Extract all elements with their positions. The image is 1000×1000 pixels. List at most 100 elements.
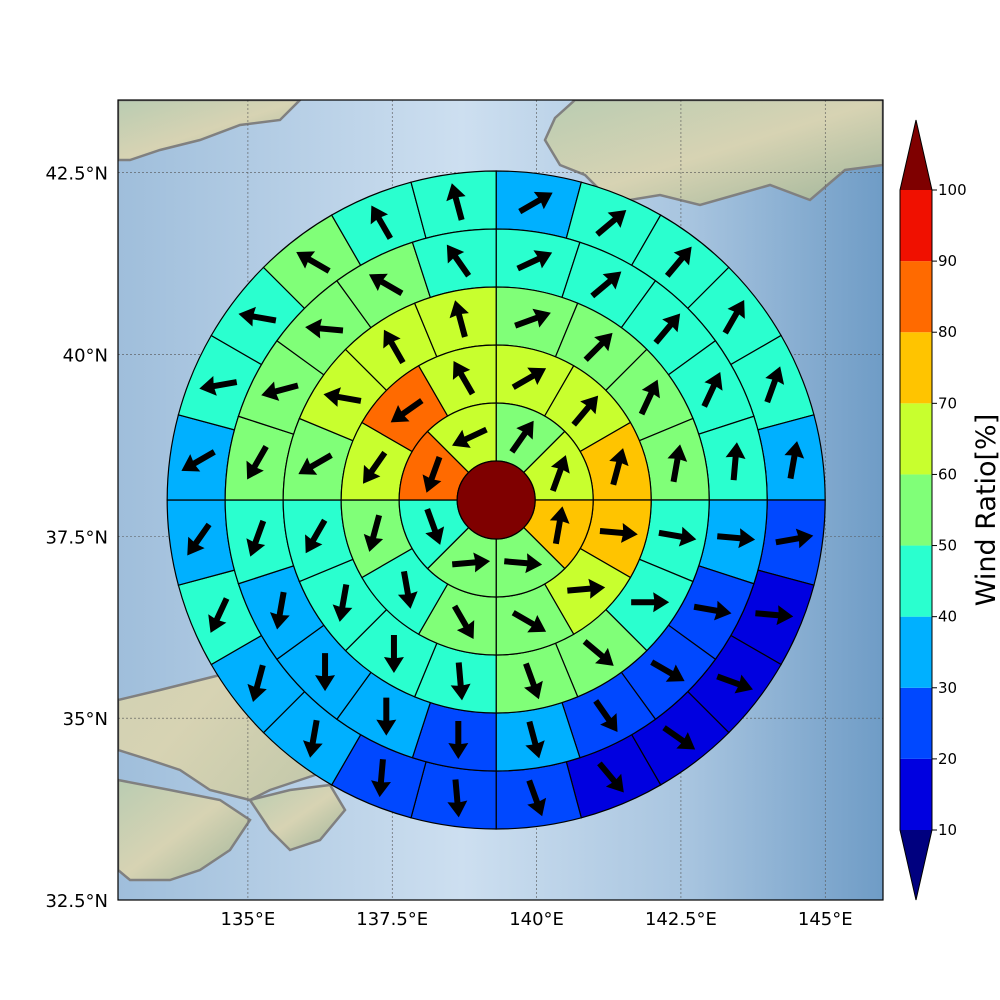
wind-arrow bbox=[550, 455, 570, 492]
wind-arrow bbox=[571, 395, 599, 427]
ring-sector bbox=[495, 761, 583, 830]
latitude-tick-label: 40°N bbox=[63, 346, 108, 367]
wind-arrow bbox=[383, 634, 404, 673]
wind-arrow bbox=[599, 522, 638, 543]
wind-arrow bbox=[371, 758, 391, 798]
colorbar-tick-label: 50 bbox=[938, 537, 957, 555]
longitude-tick-label: 145°E bbox=[798, 909, 853, 930]
wind-arrow bbox=[664, 246, 692, 278]
wind-arrow bbox=[725, 442, 746, 481]
wind-arrow bbox=[653, 313, 681, 345]
wind-arrow bbox=[446, 183, 466, 221]
colorbar-tick-label: 90 bbox=[938, 252, 957, 270]
latitude-tick-label: 37.5°N bbox=[45, 527, 108, 548]
wind-arrow bbox=[567, 578, 606, 599]
wind-arrow bbox=[590, 271, 622, 299]
colorbar-segment bbox=[900, 545, 932, 617]
wind-arrow bbox=[511, 367, 547, 390]
wind-arrow bbox=[716, 673, 753, 694]
wind-arrow bbox=[451, 552, 491, 573]
wind-arrow bbox=[631, 592, 670, 613]
wind-arrow bbox=[722, 300, 745, 335]
wind-arrow bbox=[181, 449, 216, 472]
wind-arrow bbox=[523, 662, 543, 700]
wind-arrow bbox=[376, 697, 397, 736]
wind-arrow bbox=[658, 526, 697, 547]
wind-arrow bbox=[305, 318, 344, 339]
wind-arrow bbox=[775, 528, 814, 549]
center-disk bbox=[456, 460, 536, 540]
wind-arrow bbox=[452, 360, 476, 396]
wind-arrow bbox=[446, 244, 472, 278]
wind-arrow bbox=[315, 653, 336, 692]
wind-arrow bbox=[716, 528, 756, 549]
wind-arrow bbox=[422, 456, 443, 493]
ring-sector bbox=[166, 499, 236, 586]
wind-arrow bbox=[199, 376, 238, 396]
wind-arrow bbox=[514, 308, 551, 329]
colorbar-segment bbox=[900, 190, 932, 262]
wind-arrow bbox=[593, 699, 618, 733]
longitude-tick-labels: 135°E 137.5°E 140°E 142.5°E 145°E bbox=[221, 909, 853, 930]
wind-arrow bbox=[424, 508, 445, 545]
wind-arrow bbox=[638, 379, 660, 416]
colorbar-segment bbox=[900, 474, 932, 546]
colorbar-tick-label: 80 bbox=[938, 323, 957, 341]
wind-arrow bbox=[302, 719, 323, 758]
wind-arrow bbox=[370, 205, 393, 240]
colorbar: 10 20 30 40 50 60 70 80 90 100 bbox=[899, 119, 967, 901]
wind-arrow bbox=[362, 450, 388, 484]
wind-arrow bbox=[448, 721, 469, 760]
wind-arrow bbox=[701, 372, 723, 408]
longitude-tick-label: 137.5°E bbox=[356, 909, 428, 930]
longitude-tick-label: 142.5°E bbox=[645, 909, 717, 930]
wind-arrow bbox=[246, 445, 269, 480]
wind-arrow bbox=[187, 522, 212, 556]
wind-arrow bbox=[450, 662, 471, 701]
wind-arrow bbox=[667, 444, 688, 483]
colorbar-tick-label: 70 bbox=[938, 394, 957, 412]
wind-arrow bbox=[261, 381, 299, 401]
wind-arrow bbox=[582, 639, 614, 666]
colorbar-tick-label: 30 bbox=[938, 679, 957, 697]
wind-arrow bbox=[305, 518, 328, 554]
wind-arrow bbox=[503, 553, 543, 574]
wind-arrow bbox=[549, 506, 570, 545]
wind-arrow bbox=[597, 761, 624, 793]
latitude-tick-label: 35°N bbox=[63, 709, 108, 730]
wind-arrow bbox=[452, 426, 488, 448]
wind-arrow bbox=[247, 664, 267, 702]
wind-arrow bbox=[509, 420, 534, 454]
wind-arrow bbox=[368, 273, 404, 296]
wind-arrow bbox=[755, 605, 794, 626]
wind-arrow bbox=[451, 604, 475, 640]
colorbar-min-extension bbox=[900, 830, 932, 900]
wind-arrow bbox=[332, 583, 353, 622]
wind-arrow bbox=[609, 448, 629, 486]
colorbar-tick-label: 10 bbox=[938, 821, 957, 839]
wind-arrow bbox=[511, 610, 547, 633]
colorbar-segment bbox=[900, 261, 932, 333]
latitude-tick-labels: 32.5°N 35°N 37.5°N 40°N 42.5°N bbox=[45, 164, 108, 912]
wind-arrow bbox=[662, 725, 696, 750]
wind-arrow bbox=[650, 659, 685, 682]
wind-arrow bbox=[323, 387, 362, 407]
wind-arrow bbox=[447, 779, 468, 818]
latitude-tick-label: 32.5°N bbox=[45, 891, 108, 912]
map-area bbox=[118, 100, 883, 900]
latitude-tick-label: 42.5°N bbox=[45, 164, 108, 185]
wind-arrow bbox=[693, 600, 732, 621]
wind-arrow bbox=[449, 300, 469, 338]
colorbar-label: Wind Ratio[%] bbox=[971, 414, 1000, 606]
wind-arrow bbox=[383, 329, 406, 365]
landmass-kii bbox=[247, 783, 347, 852]
colorbar-tick-label: 40 bbox=[938, 608, 957, 626]
wind-direction-arrows bbox=[181, 183, 814, 818]
landmass-shikoku bbox=[118, 778, 252, 882]
wind-arrow bbox=[516, 250, 553, 272]
wind-arrow bbox=[526, 779, 547, 817]
wind-arrow bbox=[363, 514, 384, 552]
wind-arrow bbox=[296, 251, 331, 274]
wind-arrow bbox=[525, 720, 545, 759]
